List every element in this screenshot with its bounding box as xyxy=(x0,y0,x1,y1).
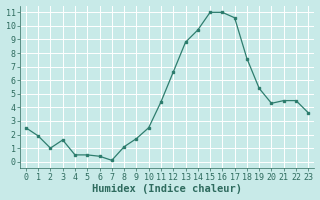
X-axis label: Humidex (Indice chaleur): Humidex (Indice chaleur) xyxy=(92,184,242,194)
